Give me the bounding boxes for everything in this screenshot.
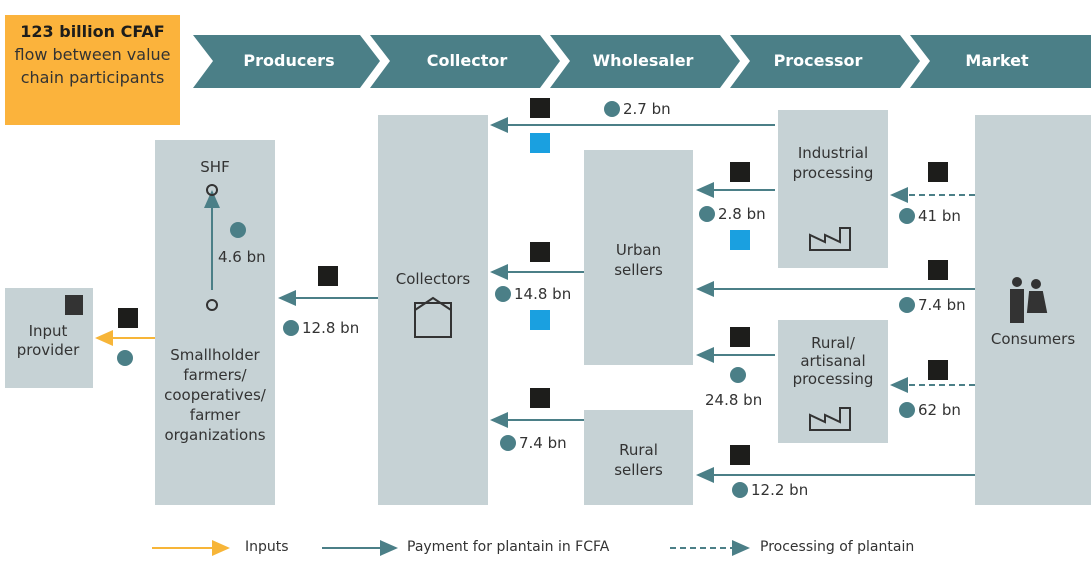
header-box <box>5 15 180 125</box>
flow-label: 4.6 bn <box>218 248 266 266</box>
flow-label: 12.8 bn <box>302 319 360 337</box>
flow-label: 12.2 bn <box>751 481 809 499</box>
icons <box>65 184 1048 431</box>
stage: Market <box>965 51 1029 70</box>
flow-label: 14.8 bn <box>514 285 572 303</box>
blue-squares <box>530 133 750 330</box>
placeholder-squares <box>118 98 948 465</box>
node-label: Smallholder farmers/ cooperatives/ farme… <box>164 346 266 444</box>
header-subtitle: flow between value chain participants <box>14 45 171 87</box>
stage-chevrons <box>193 35 1091 88</box>
node-label: Consumers <box>990 330 1076 348</box>
stage: Producers <box>243 51 335 70</box>
node-label: Input provider <box>16 322 80 359</box>
flow-label: 7.4 bn <box>519 434 567 452</box>
node-label: SHF <box>200 158 230 176</box>
flow-arrows <box>204 117 975 483</box>
node-label: Rural/ artisanal processing <box>792 334 874 388</box>
flow-label: 62 bn <box>918 401 961 419</box>
flow-label: 2.7 bn <box>623 100 671 118</box>
coin-icons <box>117 101 915 498</box>
header-title: 123 billion CFAF <box>20 22 165 41</box>
stage: Processor <box>773 51 863 70</box>
node-label: Industrial processing <box>792 144 874 182</box>
header: 123 billion CFAF flow between value chai… <box>5 20 180 89</box>
legend-item: Payment for plantain in FCFA <box>407 539 610 555</box>
flow-label: 24.8 bn <box>705 391 763 409</box>
legend-item: Inputs <box>245 539 289 555</box>
node-label: Rural sellers <box>614 441 663 479</box>
flow-label: 41 bn <box>918 207 961 225</box>
node-boxes <box>5 110 1091 505</box>
stage: Collector <box>426 51 508 70</box>
node-label: Urban sellers <box>614 241 663 279</box>
flow-label: 7.4 bn <box>918 296 966 314</box>
stage: Wholesaler <box>592 51 694 70</box>
flow-label: 2.8 bn <box>718 205 766 223</box>
legend-item: Processing of plantain <box>760 539 915 555</box>
node-label: Collectors <box>395 270 471 288</box>
